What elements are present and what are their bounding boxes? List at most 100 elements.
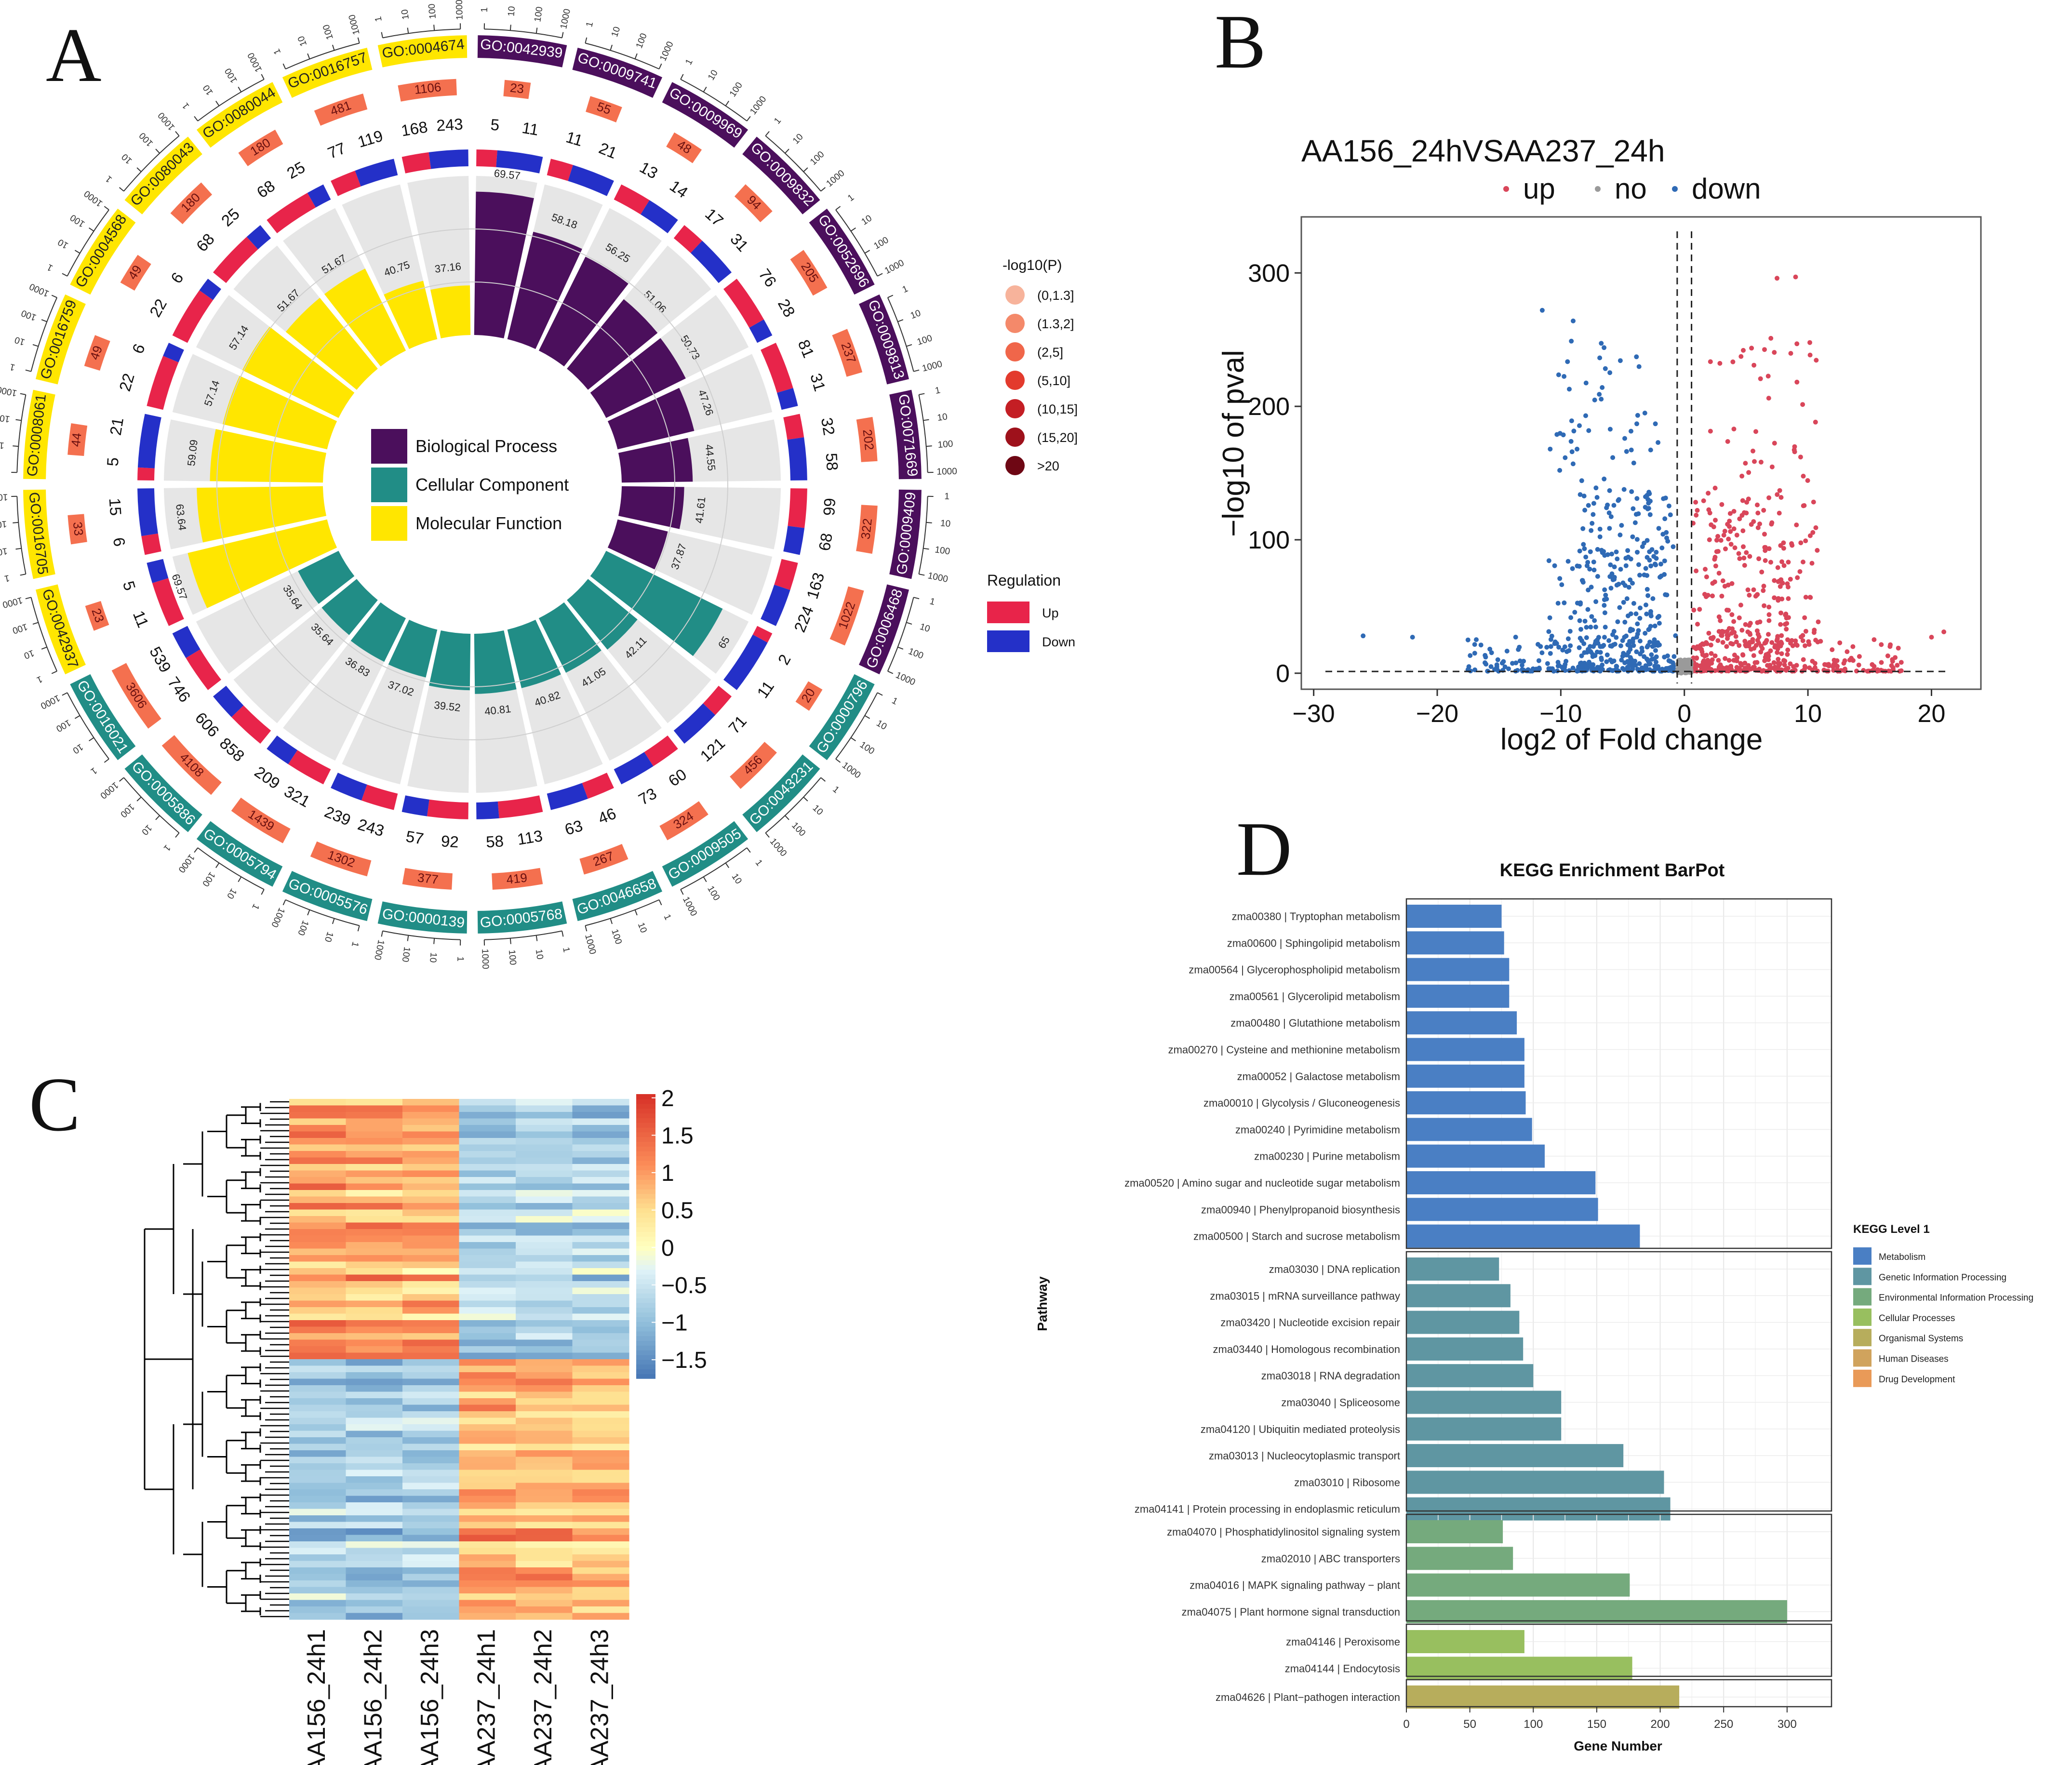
heatmap-cell xyxy=(572,1593,629,1601)
volcano-point xyxy=(1794,522,1799,528)
row-dendrogram xyxy=(144,1101,289,1618)
heatmap-cell xyxy=(572,1411,629,1418)
count-bar xyxy=(67,514,87,545)
volcano-point xyxy=(1708,428,1713,434)
heatmap-cell xyxy=(516,1229,573,1236)
volcano-point xyxy=(1782,662,1787,668)
heatmap-cell xyxy=(402,1548,460,1555)
scale-tick-label: 100 xyxy=(118,802,136,819)
heatmap-cell xyxy=(516,1294,573,1301)
heatmap-cell xyxy=(516,1190,573,1197)
heatmap-cell xyxy=(459,1222,516,1230)
heatmap-cell xyxy=(289,1600,347,1607)
go-id-band xyxy=(36,294,86,385)
volcano-point xyxy=(1591,560,1596,564)
heatmap-cell xyxy=(402,1144,460,1151)
volcano-point xyxy=(1806,642,1812,647)
scale-tick xyxy=(919,574,925,576)
category-label: Cellular Component xyxy=(415,475,569,495)
heatmap-cell xyxy=(402,1170,460,1177)
count-label: 23 xyxy=(509,80,525,96)
volcano-point xyxy=(1724,644,1729,649)
volcano-point xyxy=(1885,653,1890,658)
volcano-point xyxy=(1671,544,1676,549)
category-label: Molecular Function xyxy=(415,513,562,533)
volcano-point xyxy=(1776,656,1781,662)
kegg-facet-frame xyxy=(1405,1251,1832,1512)
volcano-point xyxy=(1801,657,1806,662)
heatmap-cell xyxy=(402,1404,460,1412)
up-segment xyxy=(723,279,764,328)
volcano-point xyxy=(1830,647,1835,652)
volcano-point xyxy=(1636,364,1642,369)
up-count-label: 321 xyxy=(281,782,313,811)
count-bar xyxy=(398,79,457,102)
scale-tick-label: 100 xyxy=(68,212,87,229)
heatmap-cell xyxy=(289,1411,347,1418)
volcano-point xyxy=(1807,352,1813,358)
volcano-point xyxy=(1737,615,1742,620)
heatmap-cell xyxy=(516,1346,573,1353)
scale-tick-label: 10 xyxy=(400,9,411,20)
heatmap-cell xyxy=(572,1255,629,1262)
volcano-point xyxy=(1701,498,1706,503)
kegg-bar xyxy=(1406,931,1504,955)
volcano-point xyxy=(1651,554,1657,559)
volcano-point xyxy=(1626,585,1631,590)
up-count-label: 6 xyxy=(110,536,129,548)
colorbar-step xyxy=(636,1151,655,1156)
volcano-point xyxy=(1640,544,1645,549)
colorbar-step xyxy=(636,1317,655,1322)
volcano-point xyxy=(1801,473,1806,479)
up-segment xyxy=(172,290,214,343)
down-count-label: 11 xyxy=(753,678,777,701)
rich-bar xyxy=(430,285,471,338)
heatmap-cell xyxy=(516,1242,573,1249)
pvalue-swatch xyxy=(1005,399,1025,418)
heatmap-cell xyxy=(402,1268,460,1275)
count-bar xyxy=(402,868,453,890)
kegg-facet-frame xyxy=(1405,898,1832,1249)
go-id-band xyxy=(282,48,373,98)
heatmap-cell xyxy=(346,1580,403,1588)
scale-tick-label: 1000 xyxy=(840,760,862,780)
scale-tick-label: 1000 xyxy=(894,670,917,687)
heatmap-cell xyxy=(346,1391,403,1399)
scale-tick xyxy=(407,27,409,34)
volcano-point xyxy=(1600,550,1605,555)
scale-arc xyxy=(835,692,878,760)
scale-tick-label: 1 xyxy=(662,913,673,922)
volcano-point xyxy=(1602,345,1607,350)
count-bar xyxy=(856,417,878,462)
volcano-point xyxy=(1713,518,1718,523)
colorbar-step xyxy=(636,1103,655,1109)
rich-bar xyxy=(285,297,378,390)
heatmap-cell xyxy=(459,1528,516,1536)
volcano-point xyxy=(1630,534,1635,539)
heatmap-cell xyxy=(516,1398,573,1405)
scale-tick xyxy=(89,737,94,742)
volcano-point xyxy=(1766,612,1772,617)
volcano-point xyxy=(1805,478,1810,483)
heatmap-cell xyxy=(289,1483,347,1490)
count-bar xyxy=(856,505,878,554)
scale-tick-label: 1 xyxy=(753,858,764,868)
scale-tick-label: 100 xyxy=(200,870,217,888)
volcano-point xyxy=(1611,503,1617,508)
heatmap-cell xyxy=(459,1326,516,1334)
volcano-point xyxy=(1865,669,1870,674)
heatmap-cell xyxy=(289,1339,347,1347)
heatmap-cell xyxy=(516,1352,573,1360)
heatmap-cell xyxy=(402,1450,460,1457)
volcano-point xyxy=(1582,650,1587,655)
heatmap-cell xyxy=(289,1229,347,1236)
rich-bar xyxy=(197,486,326,543)
volcano-point xyxy=(1680,660,1685,666)
volcano-point xyxy=(1581,494,1587,499)
heatmap-cell xyxy=(572,1164,629,1171)
up-segment xyxy=(476,149,497,167)
volcano-point xyxy=(1569,449,1575,455)
scale-tick-label: 100 xyxy=(609,928,624,946)
rich-bar xyxy=(298,550,355,604)
heatmap-cell xyxy=(346,1457,403,1464)
